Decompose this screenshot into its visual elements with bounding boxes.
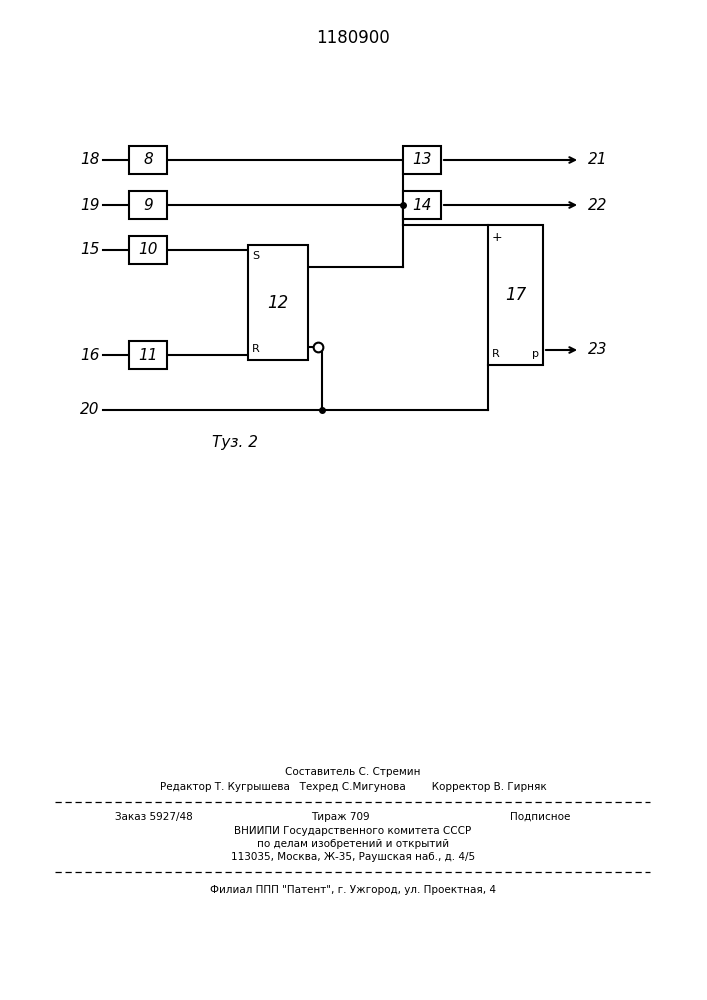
Text: Тираж 709: Тираж 709 — [310, 812, 369, 822]
Bar — [129, 191, 167, 219]
Text: Заказ 5927/48: Заказ 5927/48 — [115, 812, 193, 822]
Bar — [403, 191, 441, 219]
Text: 12: 12 — [267, 294, 288, 312]
Text: 16: 16 — [81, 348, 100, 362]
Text: 21: 21 — [588, 152, 607, 167]
Bar — [248, 245, 308, 360]
Text: Филиал ППП "Патент", г. Ужгород, ул. Проектная, 4: Филиал ППП "Патент", г. Ужгород, ул. Про… — [210, 885, 496, 895]
Text: S: S — [252, 251, 259, 261]
Text: 8: 8 — [143, 152, 153, 167]
Text: Составитель С. Стремин: Составитель С. Стремин — [285, 767, 421, 777]
Text: R: R — [492, 349, 500, 359]
Text: 1180900: 1180900 — [316, 29, 390, 47]
Text: Подписное: Подписное — [510, 812, 570, 822]
Text: R: R — [252, 344, 259, 354]
Text: Редактор Т. Кугрышева   Техред С.Мигунова        Корректор В. Гирняк: Редактор Т. Кугрышева Техред С.Мигунова … — [160, 782, 547, 792]
Text: 19: 19 — [81, 198, 100, 213]
Text: p: p — [532, 349, 539, 359]
Text: Τуз. 2: Τуз. 2 — [212, 434, 258, 450]
Text: 14: 14 — [412, 198, 432, 213]
Text: 18: 18 — [81, 152, 100, 167]
Bar — [403, 146, 441, 174]
Text: ВНИИПИ Государственного комитета СССР: ВНИИПИ Государственного комитета СССР — [235, 826, 472, 836]
Text: 15: 15 — [81, 242, 100, 257]
Text: по делам изобретений и открытий: по делам изобретений и открытий — [257, 839, 449, 849]
Text: 22: 22 — [588, 198, 607, 213]
Text: 13: 13 — [412, 152, 432, 167]
Text: 23: 23 — [588, 342, 607, 358]
Text: 9: 9 — [143, 198, 153, 213]
Text: +: + — [492, 231, 503, 244]
Bar — [129, 146, 167, 174]
Text: 113035, Москва, Ж-35, Раушская наб., д. 4/5: 113035, Москва, Ж-35, Раушская наб., д. … — [231, 852, 475, 862]
Text: 17: 17 — [505, 286, 526, 304]
Text: 11: 11 — [139, 348, 158, 362]
Text: 10: 10 — [139, 242, 158, 257]
Text: 20: 20 — [81, 402, 100, 418]
Bar — [488, 225, 543, 365]
Bar — [129, 341, 167, 369]
Bar — [129, 236, 167, 264]
